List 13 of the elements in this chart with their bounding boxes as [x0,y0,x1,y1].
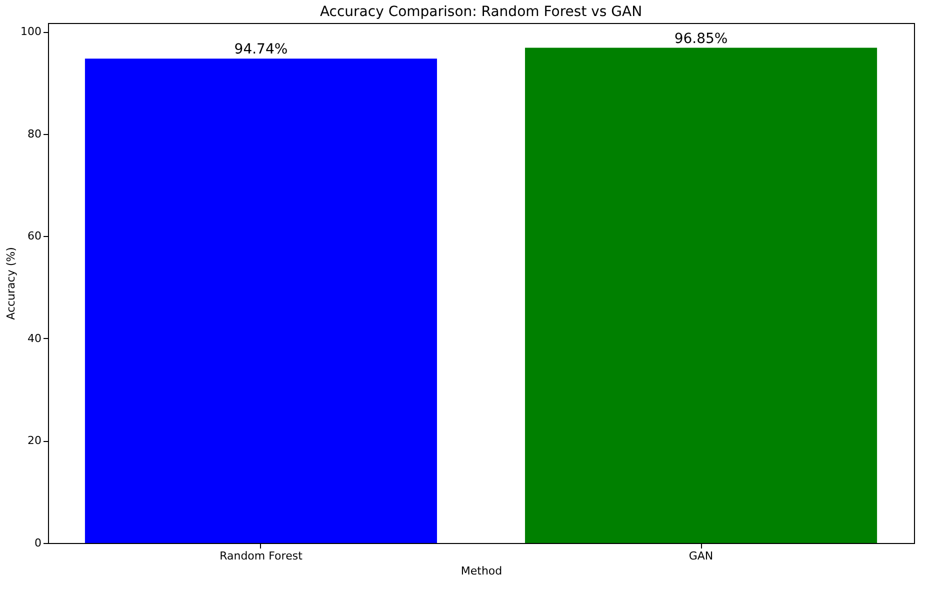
y-tick-label: 100 [20,25,42,38]
data-label: 96.85% [674,30,728,47]
y-axis-title: Accuracy (%) [4,247,18,320]
x-tick-label: Random Forest [220,550,304,562]
y-tick-label: 60 [28,230,42,243]
chart-title: Accuracy Comparison: Random Forest vs GAN [320,4,642,20]
y-tick-label: 0 [34,536,42,550]
y-tick-label: 80 [28,127,42,140]
data-label: 94.74% [234,42,288,58]
x-tick-label: GAN [688,550,714,562]
y-tick-label: 40 [28,332,42,345]
x-axis-title: Method [460,564,502,578]
y-tick-label: 20 [28,434,42,448]
